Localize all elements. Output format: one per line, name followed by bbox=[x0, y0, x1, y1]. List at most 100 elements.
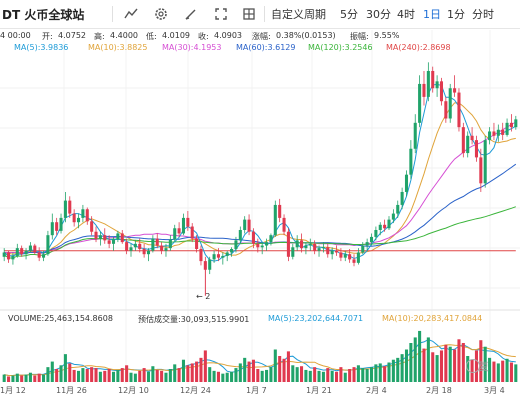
volume-bar bbox=[321, 371, 325, 382]
candle-body bbox=[181, 217, 186, 234]
volume-bar bbox=[409, 343, 413, 382]
volume-bar bbox=[230, 371, 234, 382]
candle-body bbox=[68, 200, 72, 214]
volume-bar bbox=[81, 368, 85, 382]
settings-icon[interactable] bbox=[152, 5, 170, 23]
volume-bar bbox=[72, 369, 76, 382]
timeframe-1m[interactable]: 1分 bbox=[447, 8, 465, 21]
volume-bar bbox=[216, 371, 220, 382]
candle-body bbox=[238, 229, 242, 241]
candle-body bbox=[260, 245, 264, 248]
candle-body bbox=[365, 242, 369, 246]
candle-time: 4 00:00 bbox=[0, 31, 31, 40]
watermark: 复 bbox=[478, 360, 489, 373]
candle-body bbox=[234, 240, 238, 250]
volume-bar bbox=[308, 370, 312, 382]
candle-body bbox=[514, 119, 518, 128]
close-value: 4.0903 bbox=[214, 31, 242, 40]
candle-body bbox=[304, 245, 308, 249]
candle-body bbox=[326, 247, 330, 255]
candle-body bbox=[461, 127, 465, 154]
indicator-icon[interactable] bbox=[122, 5, 140, 23]
volume-bar bbox=[59, 365, 63, 382]
candle-body bbox=[256, 243, 260, 248]
amplitude-label: 振幅: bbox=[350, 32, 369, 41]
candle-body bbox=[98, 235, 102, 239]
candle-body bbox=[479, 157, 483, 184]
x-tick-label: 2月 18 bbox=[426, 386, 452, 395]
candle-body bbox=[59, 217, 63, 231]
ma120-legend: MA(120):3.2546 bbox=[308, 43, 373, 52]
fullscreen-icon[interactable] bbox=[212, 5, 230, 23]
candle-body bbox=[435, 81, 439, 89]
volume-bar bbox=[313, 367, 317, 382]
volume-bar bbox=[7, 376, 11, 382]
candle-body bbox=[225, 252, 229, 256]
candle-body bbox=[282, 217, 286, 232]
timeframe-5m[interactable]: 5分 bbox=[340, 8, 358, 21]
candle-body bbox=[125, 242, 129, 251]
volume-bar bbox=[426, 337, 430, 382]
volume-bar bbox=[295, 367, 299, 382]
candle-body bbox=[300, 240, 304, 249]
pair-title[interactable]: DT 火币全球站 bbox=[2, 8, 85, 22]
volume-bar bbox=[369, 367, 374, 382]
volume-bar bbox=[186, 365, 190, 382]
candle-body bbox=[133, 243, 137, 248]
volume-bar bbox=[2, 374, 6, 382]
volume-bar bbox=[496, 363, 500, 382]
candle-body bbox=[177, 228, 181, 234]
volume-bar bbox=[278, 356, 282, 382]
candle-body bbox=[42, 254, 46, 258]
volume-bar bbox=[173, 364, 177, 382]
candle-body bbox=[94, 231, 98, 239]
candle-body bbox=[483, 140, 487, 184]
volume-bar bbox=[251, 359, 255, 382]
timeframe-tick[interactable]: 分时 bbox=[472, 8, 494, 21]
candle-body bbox=[339, 252, 343, 258]
volume-bar bbox=[15, 373, 19, 382]
candle-body bbox=[361, 245, 365, 253]
volume-bar bbox=[133, 373, 137, 382]
volume-bar bbox=[291, 365, 295, 382]
candle-body bbox=[453, 88, 457, 93]
period-selector[interactable]: 自定义周期 bbox=[271, 8, 326, 21]
candle-body bbox=[63, 200, 67, 218]
candle-body bbox=[11, 255, 15, 260]
volume-bar bbox=[444, 344, 448, 382]
volume-bar bbox=[199, 357, 203, 382]
candle-body bbox=[46, 235, 50, 255]
candle-body bbox=[212, 254, 216, 260]
volume-bar bbox=[129, 372, 133, 382]
timeframe-4h[interactable]: 4时 bbox=[397, 8, 415, 21]
volume-bar bbox=[326, 368, 330, 382]
timeframe-30m[interactable]: 30分 bbox=[366, 8, 391, 21]
volume-bar bbox=[195, 361, 199, 382]
close-label: 收: bbox=[198, 32, 209, 41]
draw-icon[interactable] bbox=[182, 5, 200, 23]
volume-ma5: MA(5):23,202,644.7071 bbox=[268, 314, 364, 323]
candle-body bbox=[221, 255, 225, 258]
timeframe-1d[interactable]: 1日 bbox=[423, 8, 441, 21]
chart-grid bbox=[0, 30, 520, 384]
candle-body bbox=[457, 92, 461, 128]
candle-body bbox=[334, 250, 339, 253]
volume-bar bbox=[177, 368, 181, 382]
volume-bar bbox=[492, 361, 496, 382]
high-value: 4.4000 bbox=[110, 31, 138, 40]
candle-body bbox=[418, 83, 422, 123]
grid-icon[interactable] bbox=[240, 5, 258, 23]
volume-bar bbox=[120, 368, 124, 382]
ma30-legend: MA(30):4.1953 bbox=[162, 43, 222, 52]
volume-bar bbox=[164, 372, 168, 382]
open-label: 开: bbox=[42, 32, 53, 41]
volume-bar bbox=[265, 369, 269, 382]
volume-bar bbox=[160, 370, 164, 382]
volume-bar bbox=[387, 362, 391, 382]
candle-body bbox=[28, 245, 32, 251]
candle-body bbox=[138, 243, 142, 250]
x-axis: 1月 12 11月 26 12月 10 12月 24 1月 7 1月 21 2月… bbox=[0, 385, 520, 399]
volume-bar bbox=[404, 349, 409, 382]
candle-body bbox=[501, 129, 505, 135]
